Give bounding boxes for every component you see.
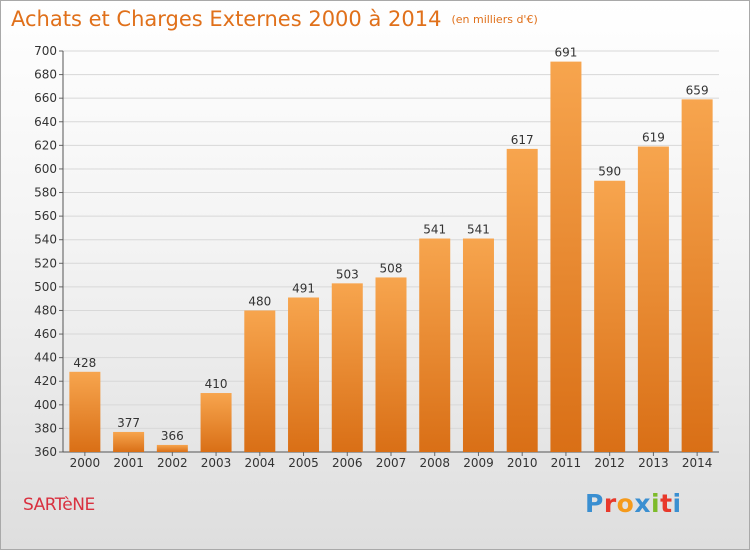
data-label: 691 — [554, 46, 577, 60]
bar — [156, 444, 188, 452]
data-label: 541 — [467, 223, 490, 237]
y-tick-label: 480 — [34, 303, 57, 317]
y-tick-label: 640 — [34, 115, 57, 129]
bars — [69, 61, 713, 452]
data-label: 541 — [423, 223, 446, 237]
data-label: 480 — [248, 294, 271, 308]
y-tick-label: 540 — [34, 233, 57, 247]
logo-letter: i — [672, 489, 682, 518]
y-tick-label: 660 — [34, 91, 57, 105]
y-tick-label: 500 — [34, 280, 57, 294]
data-label: 617 — [511, 133, 534, 147]
x-tick-label: 2008 — [419, 456, 450, 470]
bar — [375, 277, 407, 452]
bar — [550, 61, 582, 452]
bar — [288, 297, 320, 452]
x-tick-label: 2013 — [638, 456, 669, 470]
chart-title: Achats et Charges Externes 2000 à 2014 (e… — [11, 7, 538, 31]
bar — [637, 146, 669, 452]
logo-letter: P — [585, 489, 604, 518]
x-tick-label: 2011 — [551, 456, 582, 470]
title-text: Achats et Charges Externes 2000 à 2014 — [11, 7, 442, 31]
y-tick-label: 680 — [34, 68, 57, 82]
data-label: 491 — [292, 281, 315, 295]
y-tick-label: 560 — [34, 209, 57, 223]
bar — [69, 371, 101, 452]
x-tick-label: 2006 — [332, 456, 363, 470]
logo-letter: o — [616, 489, 635, 518]
data-label: 410 — [205, 377, 228, 391]
x-tick-label: 2003 — [201, 456, 232, 470]
bar — [594, 180, 626, 452]
logo-letter: x — [634, 489, 651, 518]
x-tick-label: 2001 — [113, 456, 144, 470]
bar — [462, 238, 494, 452]
logo-letter: t — [660, 489, 673, 518]
x-tick-label: 2014 — [682, 456, 713, 470]
y-tick-label: 620 — [34, 138, 57, 152]
data-label: 377 — [117, 416, 140, 430]
labels: 428 377 366 410 480 491 503 508 541 541 617 691 590 6… — [73, 46, 708, 443]
data-label: 366 — [161, 429, 184, 443]
x-tick-label: 2012 — [594, 456, 625, 470]
y-tick-label: 400 — [34, 398, 57, 412]
x-tick-label: 2000 — [70, 456, 101, 470]
x-tick-label: 2010 — [507, 456, 538, 470]
x-tick-label: 2007 — [376, 456, 407, 470]
x-tick-label: 2005 — [288, 456, 319, 470]
bar — [331, 283, 363, 452]
logo-letter: i — [651, 489, 661, 518]
bar — [681, 99, 713, 452]
town-name: SARTèNE — [23, 495, 95, 515]
y-tick-label: 580 — [34, 186, 57, 200]
y-tick-label: 460 — [34, 327, 57, 341]
bar — [113, 431, 145, 452]
chart-subtitle: (en milliers d'€) — [451, 13, 538, 26]
proxiti-logo: Proxiti — [585, 489, 682, 518]
data-label: 590 — [598, 165, 621, 179]
y-tick-label: 700 — [34, 44, 57, 58]
bar — [419, 238, 451, 452]
y-tick-label: 520 — [34, 256, 57, 270]
y-tick-label: 440 — [34, 351, 57, 365]
y-tick-label: 420 — [34, 374, 57, 388]
x-tick-label: 2002 — [157, 456, 188, 470]
bar — [200, 393, 232, 452]
data-label: 428 — [73, 356, 96, 370]
bar — [244, 310, 276, 452]
data-label: 503 — [336, 267, 359, 281]
data-label: 619 — [642, 131, 665, 145]
x-tick-label: 2009 — [463, 456, 494, 470]
data-label: 659 — [686, 83, 709, 97]
y-tick-label: 360 — [34, 445, 57, 459]
bar — [506, 148, 538, 452]
logo-letter: r — [603, 489, 617, 518]
y-tick-label: 600 — [34, 162, 57, 176]
data-label: 508 — [380, 261, 403, 275]
y-tick-label: 380 — [34, 421, 57, 435]
x-tick-label: 2004 — [245, 456, 276, 470]
